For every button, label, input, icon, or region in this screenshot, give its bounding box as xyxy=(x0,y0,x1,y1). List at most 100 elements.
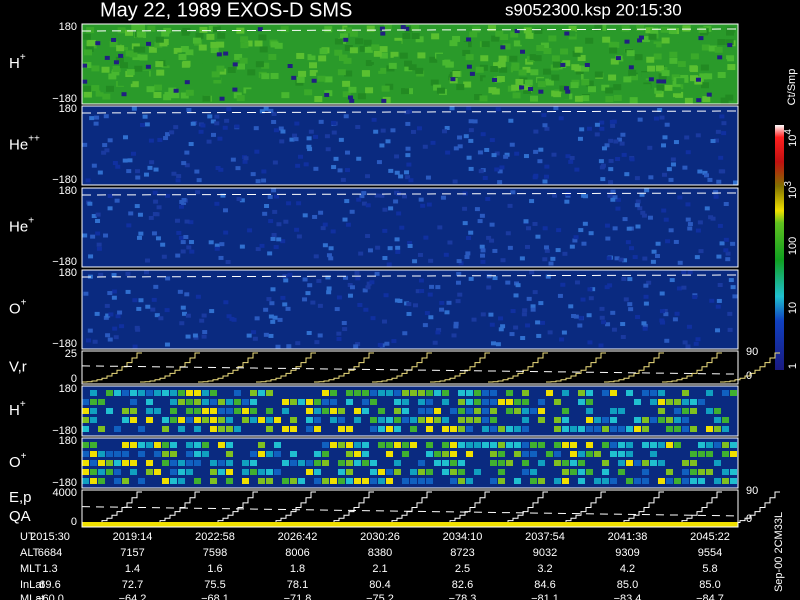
texture xyxy=(263,106,269,111)
texture xyxy=(427,292,433,297)
texture xyxy=(434,451,441,457)
texture xyxy=(543,174,549,179)
texture xyxy=(394,170,400,175)
texture xyxy=(574,65,583,72)
texture xyxy=(371,36,380,43)
texture xyxy=(202,390,209,396)
texture xyxy=(523,27,532,34)
texture xyxy=(280,295,286,300)
texture xyxy=(682,25,691,32)
texture xyxy=(98,478,105,484)
texture xyxy=(586,442,593,448)
texture xyxy=(255,179,261,184)
texture xyxy=(267,251,273,256)
texture xyxy=(148,46,157,53)
texture xyxy=(547,330,553,335)
texture xyxy=(101,150,107,155)
texture xyxy=(634,54,643,61)
texture xyxy=(656,79,662,84)
texture xyxy=(622,217,628,222)
texture xyxy=(468,119,474,124)
texture xyxy=(691,28,700,35)
texture xyxy=(616,137,622,142)
texture xyxy=(145,304,151,309)
texture xyxy=(601,320,607,325)
texture xyxy=(316,278,322,283)
texture xyxy=(665,239,671,244)
texture xyxy=(271,233,277,238)
texture xyxy=(423,235,429,240)
texture xyxy=(84,49,93,56)
cell: 5.8 xyxy=(702,563,717,575)
texture xyxy=(83,91,92,98)
texture xyxy=(102,143,108,148)
texture xyxy=(298,154,304,159)
texture xyxy=(686,324,692,329)
y-bottom-label: −180 xyxy=(52,425,77,437)
texture xyxy=(184,80,190,85)
texture xyxy=(324,92,330,97)
cell: −71.8 xyxy=(284,593,312,600)
texture xyxy=(232,62,238,67)
texture xyxy=(184,219,190,224)
texture xyxy=(96,242,102,247)
texture xyxy=(489,138,495,143)
texture xyxy=(578,478,585,484)
texture xyxy=(94,311,100,316)
texture xyxy=(449,106,455,111)
texture xyxy=(95,41,101,46)
panel-frame xyxy=(81,105,739,186)
texture xyxy=(250,172,256,177)
cell: 7157 xyxy=(120,547,144,559)
texture xyxy=(386,451,393,457)
texture xyxy=(124,77,133,84)
texture xyxy=(684,97,693,104)
texture xyxy=(402,331,408,336)
texture xyxy=(138,390,145,396)
texture xyxy=(246,89,255,96)
texture xyxy=(111,273,117,278)
texture xyxy=(247,228,253,233)
texture xyxy=(401,194,407,199)
texture xyxy=(673,140,679,145)
texture xyxy=(146,41,152,46)
texture xyxy=(122,417,129,423)
texture xyxy=(602,417,609,423)
texture xyxy=(658,478,665,484)
texture xyxy=(362,408,369,414)
texture xyxy=(524,79,533,86)
texture xyxy=(86,27,95,34)
texture xyxy=(583,72,592,79)
texture xyxy=(674,399,681,405)
texture xyxy=(242,478,249,484)
texture xyxy=(285,306,291,311)
texture xyxy=(498,55,507,62)
texture xyxy=(307,147,313,152)
texture xyxy=(632,255,638,260)
texture xyxy=(336,331,342,336)
texture xyxy=(314,426,321,432)
texture xyxy=(681,285,687,290)
texture xyxy=(82,478,89,484)
texture xyxy=(330,399,337,405)
texture xyxy=(525,32,534,39)
row-label: MLat xyxy=(20,593,44,600)
texture xyxy=(202,451,209,457)
texture xyxy=(175,253,181,258)
texture xyxy=(90,408,97,414)
texture xyxy=(394,298,400,303)
texture xyxy=(244,40,253,47)
texture xyxy=(136,24,145,31)
texture xyxy=(138,298,144,303)
texture xyxy=(378,390,385,396)
texture xyxy=(326,290,332,295)
texture xyxy=(619,141,625,146)
texture xyxy=(698,36,704,41)
texture xyxy=(98,469,105,475)
texture xyxy=(206,33,215,40)
texture xyxy=(130,442,137,448)
texture xyxy=(144,122,150,127)
texture xyxy=(458,460,465,466)
texture xyxy=(658,408,665,414)
texture xyxy=(718,155,724,160)
